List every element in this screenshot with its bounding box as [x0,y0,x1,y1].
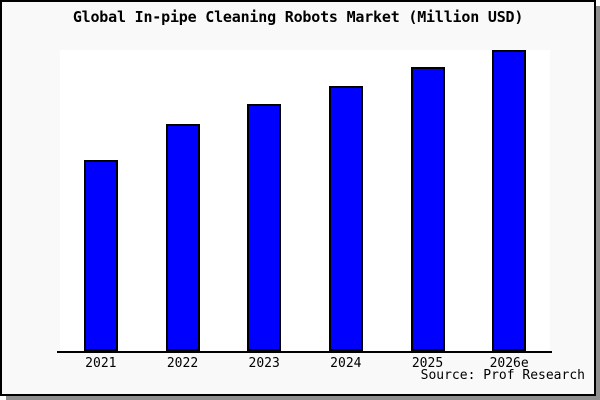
bar-2025 [410,66,445,351]
drop-shadow-right [596,6,600,400]
bar-2026e [492,50,527,351]
x-tick-label: 2025 [411,356,444,371]
x-tick-label: 2023 [248,356,280,371]
bar-2024 [328,86,363,351]
chart-title: Global In-pipe Cleaning Robots Market (M… [72,8,524,26]
x-tick-label: 2026e [489,356,529,371]
x-tick-label: 2024 [330,356,362,371]
x-axis-labels: 2021 2022 2023 2024 2025 2026e [60,356,550,372]
bar-2021 [83,159,118,351]
plot-area [60,50,550,351]
bar-2023 [247,103,282,351]
bar-2022 [165,124,200,351]
x-tick-label: 2022 [166,356,199,371]
x-axis-line [57,351,552,353]
x-tick-label: 2021 [85,356,117,371]
drop-shadow-bottom [6,396,600,400]
source-credit: Source: Prof Research [420,368,585,383]
